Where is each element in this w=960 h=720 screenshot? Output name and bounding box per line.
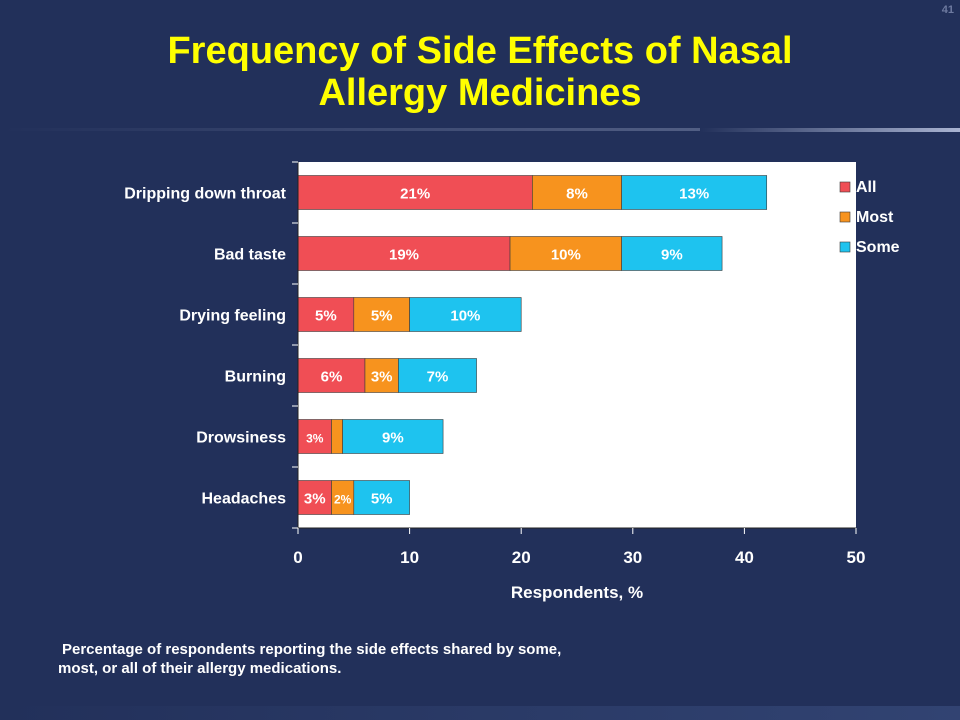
bar-some-2 bbox=[409, 297, 522, 332]
x-tick-label-2: 20 bbox=[512, 548, 531, 567]
data-label-most-2: 5% bbox=[371, 308, 393, 325]
data-label-all-0: 21% bbox=[400, 186, 430, 203]
bar-some-3 bbox=[398, 358, 477, 393]
slide-number: 41 bbox=[941, 4, 954, 16]
data-label-some-4: 9% bbox=[382, 430, 404, 447]
title-divider-left bbox=[0, 128, 700, 131]
data-label-some-3: 7% bbox=[427, 369, 449, 386]
data-label-all-2: 5% bbox=[315, 308, 337, 325]
bar-some-4 bbox=[342, 419, 444, 454]
legend-swatch-most bbox=[839, 211, 851, 223]
bottom-decoration bbox=[0, 706, 960, 720]
x-tick-label-4: 40 bbox=[735, 548, 754, 567]
chart-legend: All Most Some bbox=[839, 179, 900, 256]
category-label-1: Bad taste bbox=[214, 247, 286, 264]
data-label-some-1: 9% bbox=[661, 247, 683, 264]
x-tick-label-3: 30 bbox=[623, 548, 642, 567]
bar-all-2 bbox=[297, 297, 355, 332]
legend-label-some: Some bbox=[856, 239, 900, 256]
bar-some-1 bbox=[621, 236, 723, 271]
bar-all-0 bbox=[297, 175, 533, 210]
data-label-all-1: 19% bbox=[389, 247, 419, 264]
bar-most-1 bbox=[509, 236, 622, 271]
data-label-most-3: 3% bbox=[371, 369, 393, 386]
legend-swatch-all bbox=[839, 181, 851, 193]
data-label-most-0: 8% bbox=[566, 186, 588, 203]
category-label-5: Headaches bbox=[202, 491, 287, 508]
x-tick-label-5: 50 bbox=[847, 548, 866, 567]
footnote-line-2: most, or all of their allergy medication… bbox=[58, 660, 342, 677]
bar-all-1 bbox=[297, 236, 511, 271]
legend-label-all: All bbox=[856, 179, 876, 196]
bar-all-3 bbox=[297, 358, 366, 393]
category-label-0: Dripping down throat bbox=[124, 186, 286, 203]
title-divider bbox=[700, 128, 960, 132]
legend-label-most: Most bbox=[856, 209, 894, 226]
data-label-some-5: 5% bbox=[371, 491, 393, 508]
chart-plot-background bbox=[298, 162, 856, 528]
x-tick-label-1: 10 bbox=[400, 548, 419, 567]
bar-some-5 bbox=[353, 480, 410, 515]
category-label-4: Drowsiness bbox=[196, 430, 286, 447]
data-label-all-3: 6% bbox=[321, 369, 343, 386]
data-label-all-5: 3% bbox=[304, 491, 326, 508]
data-label-most-1: 10% bbox=[551, 247, 581, 264]
bar-most-2 bbox=[353, 297, 410, 332]
chart-bars: 21% 8% 13% 19% 10% 9% 5% 5% 10% 6% 3% 7% 3% 1% 9% 3% 2% 5… bbox=[297, 175, 768, 515]
slide-title-line-2: Allergy Medicines bbox=[318, 72, 642, 114]
data-label-some-0: 13% bbox=[679, 186, 709, 203]
data-label-some-2: 10% bbox=[450, 308, 480, 325]
bar-most-3 bbox=[364, 358, 399, 393]
x-tick-label-0: 0 bbox=[293, 548, 302, 567]
legend-swatch-some bbox=[839, 241, 851, 253]
slide-title: Frequency of Side Effects of Nasal Aller… bbox=[60, 30, 900, 114]
bar-all-5 bbox=[297, 480, 332, 515]
bar-most-4 bbox=[331, 419, 343, 454]
bar-some-0 bbox=[621, 175, 768, 210]
footnote-line-1: Percentage of respondents reporting the … bbox=[62, 641, 562, 658]
slide-title-line-1: Frequency of Side Effects of Nasal bbox=[167, 30, 793, 72]
category-label-3: Burning bbox=[225, 369, 286, 386]
footnote: Percentage of respondents reporting the … bbox=[58, 640, 738, 678]
bar-most-0 bbox=[532, 175, 622, 210]
chart-axes: Dripping down throat Bad taste Drying feel… bbox=[124, 161, 866, 602]
data-label-all-4: 3% bbox=[306, 432, 324, 446]
x-axis-title: Respondents, % bbox=[511, 583, 643, 602]
data-label-most-5: 2% bbox=[334, 493, 352, 507]
data-label-most-4: 1% bbox=[321, 400, 339, 414]
category-label-2: Drying feeling bbox=[179, 308, 286, 325]
